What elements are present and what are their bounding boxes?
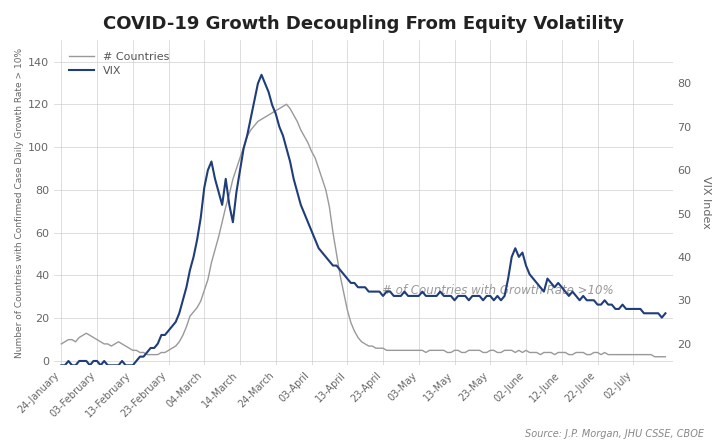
# Countries: [661, 354, 670, 359]
# Countries: [286, 106, 295, 111]
VIX: [257, 72, 266, 78]
VIX: [600, 298, 609, 303]
VIX: [143, 350, 152, 355]
VIX: [286, 159, 295, 164]
VIX: [350, 280, 359, 286]
Line: # Countries: # Countries: [61, 104, 666, 357]
# Countries: [350, 328, 359, 334]
Title: COVID-19 Growth Decoupling From Equity Volatility: COVID-19 Growth Decoupling From Equity V…: [103, 15, 624, 33]
# Countries: [57, 341, 65, 346]
# Countries: [354, 335, 362, 340]
VIX: [354, 284, 362, 290]
# Countries: [143, 352, 152, 357]
Text: # of Countries with Growth Rate >10%: # of Countries with Growth Rate >10%: [382, 284, 613, 297]
Legend: # Countries, VIX: # Countries, VIX: [66, 49, 172, 79]
Y-axis label: VIX Index: VIX Index: [701, 176, 711, 229]
VIX: [379, 293, 388, 299]
Text: Source: J.P. Morgan, JHU CSSE, CBOE: Source: J.P. Morgan, JHU CSSE, CBOE: [525, 428, 704, 439]
# Countries: [379, 346, 388, 351]
Y-axis label: Number of Countries with Confirmed Case Daily Growth Rate > 10%: Number of Countries with Confirmed Case …: [15, 48, 24, 358]
# Countries: [282, 101, 291, 107]
Line: VIX: VIX: [61, 75, 666, 365]
# Countries: [600, 350, 609, 355]
VIX: [57, 363, 65, 368]
# Countries: [650, 354, 659, 359]
VIX: [661, 311, 670, 316]
